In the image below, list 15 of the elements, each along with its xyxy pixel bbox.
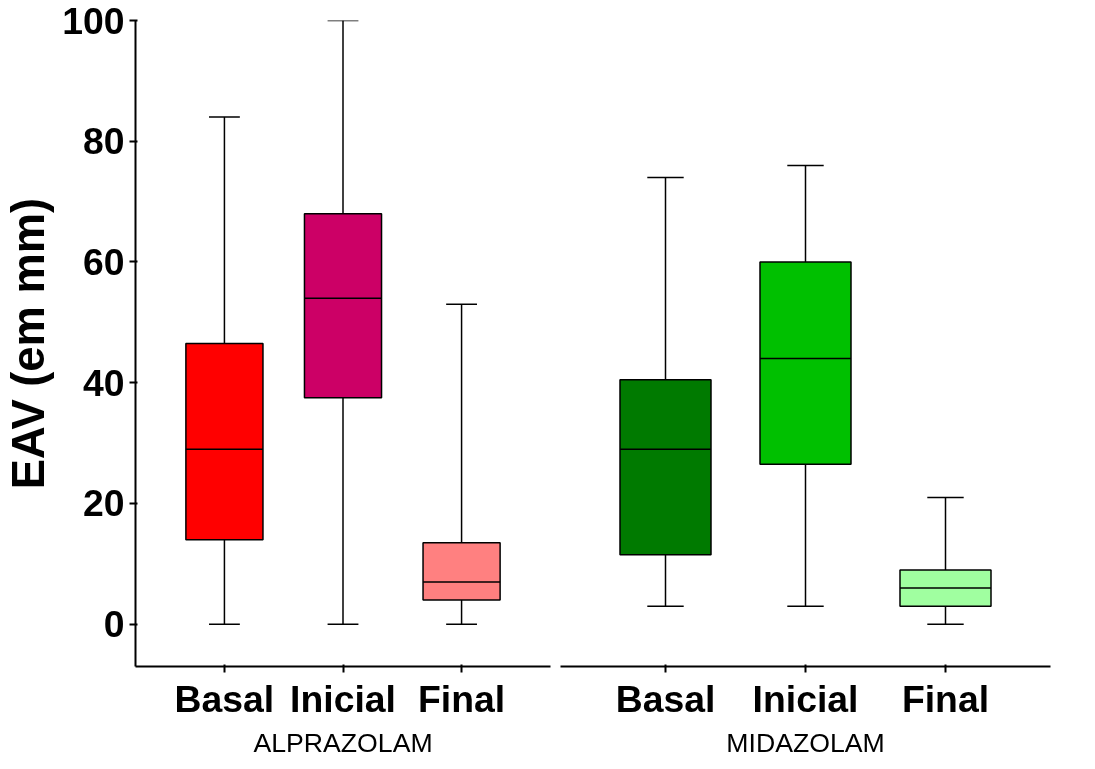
x-tick-label: Inicial [752, 677, 859, 720]
y-tick-label: 40 [82, 361, 125, 404]
x-axis-title: MIDAZOLAM [726, 727, 885, 758]
y-tick-label: 80 [82, 120, 125, 163]
x-axis-title: ALPRAZOLAM [253, 727, 433, 758]
y-tick-label: 60 [82, 241, 125, 283]
x-tick-label: Final [418, 677, 506, 720]
y-axis-title: EAV (em mm) [3, 197, 55, 490]
x-tick-label: Final [901, 677, 990, 720]
x-tick-label: Basal [615, 677, 716, 720]
y-tick-label: 20 [82, 482, 125, 525]
x-tick-label: Inicial [290, 677, 396, 720]
x-tick-label: Basal [174, 677, 275, 720]
y-tick-label: 100 [62, 0, 125, 42]
y-tick-label: 0 [103, 603, 125, 646]
